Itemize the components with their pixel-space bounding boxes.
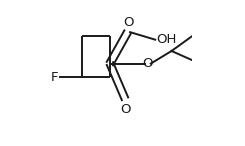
- Text: O: O: [123, 16, 134, 29]
- Text: O: O: [142, 57, 153, 70]
- Text: OH: OH: [157, 33, 177, 46]
- Text: O: O: [120, 102, 130, 115]
- Text: F: F: [51, 71, 58, 84]
